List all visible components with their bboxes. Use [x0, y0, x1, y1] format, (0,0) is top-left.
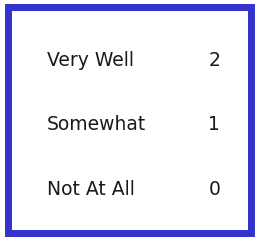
Text: Somewhat: Somewhat	[47, 115, 146, 134]
Text: 0: 0	[208, 180, 220, 199]
Text: 1: 1	[208, 115, 220, 134]
FancyBboxPatch shape	[8, 7, 251, 233]
Text: Very Well: Very Well	[47, 50, 134, 70]
Text: 2: 2	[208, 50, 220, 70]
Text: Not At All: Not At All	[47, 180, 134, 199]
